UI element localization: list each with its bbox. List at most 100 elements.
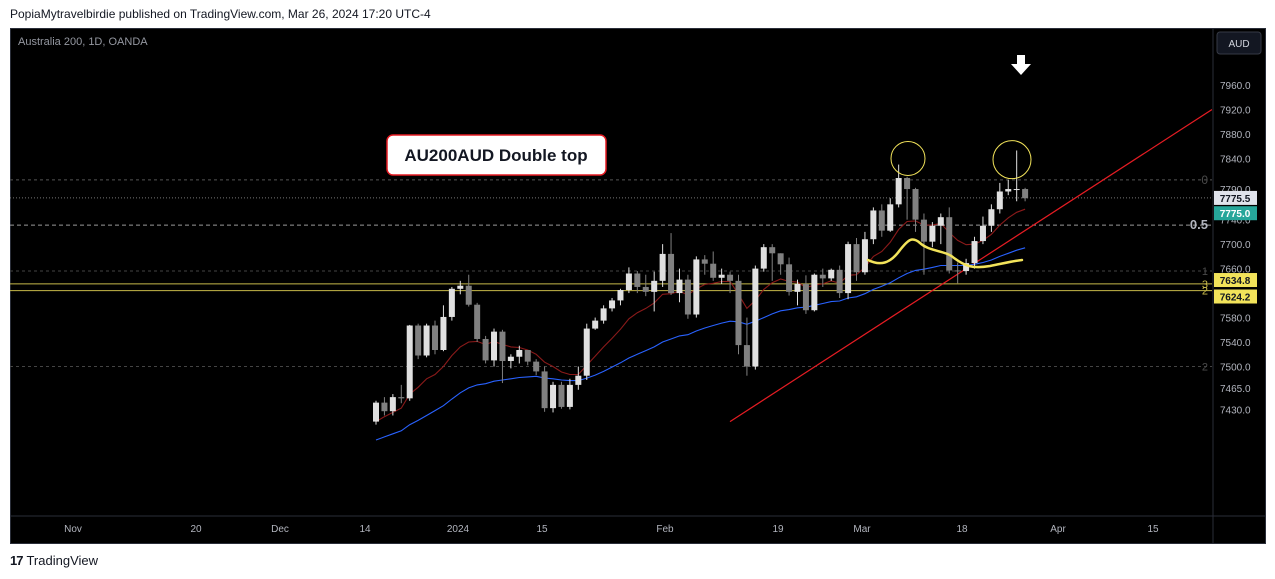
candle[interactable] [524,349,531,366]
candle[interactable] [474,302,481,343]
candle-body [996,191,1003,210]
candle[interactable] [575,366,582,390]
currency-button[interactable]: AUD [1216,31,1262,55]
candle[interactable] [828,268,835,281]
candle[interactable] [373,400,379,425]
candle[interactable] [668,233,675,295]
candle[interactable] [811,273,818,312]
candle[interactable] [432,320,439,355]
candle[interactable] [819,268,826,287]
candle[interactable] [861,231,868,275]
candle[interactable] [634,271,641,294]
candle-body [482,338,489,361]
candle[interactable] [558,381,565,409]
candle[interactable] [609,297,616,312]
candle-body [389,397,396,412]
candle[interactable] [946,207,953,274]
candle[interactable] [499,329,506,384]
candle-body [895,178,902,205]
candle[interactable] [996,182,1003,214]
candle[interactable] [533,359,540,376]
candle[interactable] [912,187,919,232]
candle[interactable] [920,213,927,275]
candle[interactable] [870,207,877,245]
candle[interactable] [727,271,734,294]
candle[interactable] [659,244,666,287]
candle[interactable] [448,286,455,321]
candle[interactable] [710,251,717,281]
x-tick-label: 14 [359,524,371,535]
candle[interactable] [718,268,725,284]
candle[interactable] [566,378,573,410]
candle[interactable] [516,345,523,364]
candle[interactable] [592,317,599,330]
candle[interactable] [701,255,708,275]
candle[interactable] [440,305,447,352]
candle[interactable] [929,222,936,248]
price-label-box [1214,206,1257,221]
candle-body [853,244,860,273]
candle-body [727,274,734,281]
x-tick-label: Feb [656,524,674,535]
candle[interactable] [1013,150,1020,202]
candle[interactable] [491,328,498,367]
candle[interactable] [988,204,995,232]
candle[interactable] [507,354,514,369]
candle-body [566,384,573,407]
candle[interactable] [389,394,396,416]
candle[interactable] [423,323,430,358]
candle[interactable] [625,267,632,294]
candle[interactable] [684,274,691,319]
candle[interactable] [937,213,944,245]
candle-body [988,209,995,226]
candle[interactable] [794,279,801,306]
candle[interactable] [878,204,885,237]
candle-body [861,239,868,273]
candle-body [802,283,809,311]
candle[interactable] [583,323,590,380]
candle-body [1022,189,1029,199]
candle[interactable] [979,216,986,245]
candle[interactable] [887,198,894,232]
candle[interactable] [541,366,548,412]
candle[interactable] [1022,187,1029,202]
candle[interactable] [802,275,809,314]
candle[interactable] [752,265,759,370]
candle[interactable] [904,176,911,220]
candle[interactable] [406,324,413,401]
candle[interactable] [1005,179,1012,196]
price-label-text: 7634.8 [1220,276,1251,287]
candle[interactable] [971,236,978,269]
candle[interactable] [735,274,742,355]
candle[interactable] [786,257,793,296]
candle[interactable] [600,305,607,324]
candle[interactable] [963,258,970,275]
candle[interactable] [617,288,624,306]
candle[interactable] [777,253,784,275]
candle[interactable] [845,241,852,300]
top-marker-circle [992,140,1032,180]
candle[interactable] [415,323,422,360]
candle[interactable] [836,265,843,298]
candle[interactable] [895,164,902,208]
candle[interactable] [550,381,557,413]
candle-body [752,268,759,367]
candle[interactable] [693,256,700,318]
candle[interactable] [398,384,405,404]
candle[interactable] [743,317,750,376]
candle[interactable] [769,244,776,281]
candle[interactable] [482,335,489,364]
candle[interactable] [853,238,860,281]
candle[interactable] [651,271,658,312]
candle-body [651,280,658,292]
candle[interactable] [954,262,961,284]
candle[interactable] [381,397,388,416]
x-tick-label: 20 [190,524,202,535]
candle[interactable] [465,274,472,307]
candle[interactable] [642,274,649,297]
candle[interactable] [676,268,683,303]
candle[interactable] [457,280,464,295]
candle[interactable] [760,244,767,272]
annotation-box[interactable]: AU200AUD Double top [386,134,607,176]
